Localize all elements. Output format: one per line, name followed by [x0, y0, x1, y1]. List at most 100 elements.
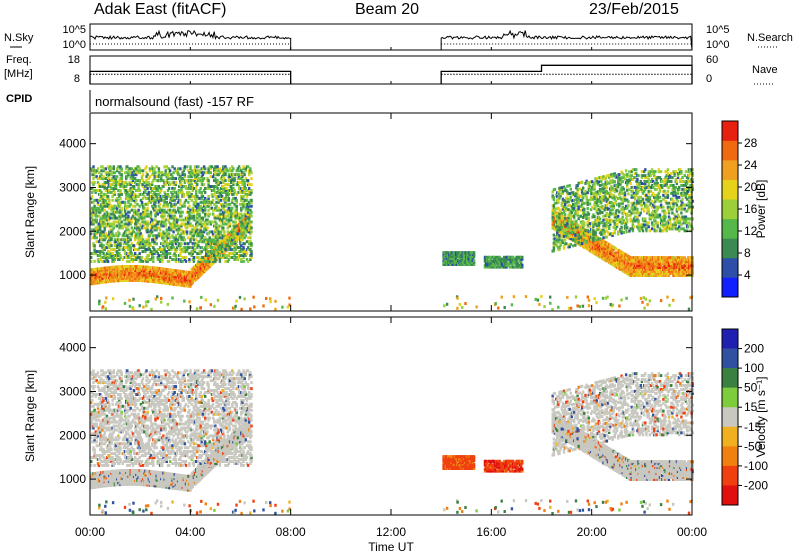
power-echo-cell	[99, 210, 102, 214]
power-echo-cell	[121, 234, 124, 238]
power-echo-cell	[249, 208, 252, 212]
power-echo-cell	[171, 244, 174, 248]
power-echo-cell	[154, 268, 157, 272]
power-echo-cell	[170, 248, 173, 252]
power-echo-cell	[153, 250, 156, 254]
power-echo-cell	[230, 216, 233, 220]
power-echo-cell	[93, 181, 96, 185]
power-echo-cell	[192, 258, 196, 261]
power-echo-cell	[103, 187, 106, 190]
power-echo-cell	[208, 252, 211, 256]
power-echo-cell	[204, 222, 207, 226]
power-echo-cell	[112, 179, 115, 183]
power-echo-cell	[222, 189, 225, 192]
power-echo-cell	[191, 173, 194, 177]
power-echo-cell	[200, 224, 203, 228]
power-echo-cell	[217, 234, 220, 238]
power-echo-cell	[224, 214, 227, 218]
power-echo-cell	[213, 238, 216, 242]
power-echo-cell	[180, 218, 183, 222]
power-echo-cell	[139, 258, 143, 261]
power-echo-cell	[222, 173, 225, 177]
power-echo-cell	[125, 226, 128, 230]
power-echo-cell	[99, 192, 102, 196]
power-echo-cell	[102, 175, 105, 179]
power-echo-cell	[672, 256, 675, 260]
power-echo-cell	[169, 252, 172, 256]
power-echo-cell	[134, 238, 137, 242]
power-echo-cell	[138, 189, 141, 192]
power-echo-cell	[152, 276, 155, 280]
power-echo-cell	[123, 234, 127, 238]
power-echo-cell	[191, 216, 194, 220]
power-echo-cell	[671, 270, 674, 273]
power-echo-cell	[189, 194, 192, 198]
power-echo-cell	[185, 282, 189, 286]
power-echo-cell	[146, 269, 149, 273]
power-echo-cell	[132, 254, 136, 257]
power-echo-cell	[220, 256, 224, 259]
power-echo-cell	[179, 167, 182, 171]
power-echo-cell	[240, 177, 243, 181]
power-echo-cell	[235, 169, 238, 173]
power-echo-cell	[214, 258, 217, 261]
power-echo-cell	[149, 214, 153, 218]
power-echo-cell	[211, 198, 215, 202]
power-echo-cell	[145, 179, 148, 183]
power-echo-cell	[153, 242, 156, 246]
power-echo-cell	[114, 185, 118, 188]
power-echo-cell	[199, 226, 202, 230]
power-echo-cell	[181, 230, 184, 234]
power-echo-cell	[90, 167, 93, 171]
power-echo-cell	[215, 226, 218, 230]
power-echo-cell	[119, 165, 122, 169]
power-echo-cell	[140, 214, 144, 218]
power-echo-cell	[114, 232, 118, 236]
power-echo-cell	[201, 167, 205, 171]
power-echo-cell	[561, 241, 565, 245]
power-echo-cell	[208, 238, 211, 242]
power-echo-cell	[187, 200, 190, 204]
power-echo-cell	[130, 181, 133, 185]
power-echo-cell	[181, 278, 184, 282]
power-echo-cell	[198, 190, 201, 194]
power-echo-cell	[146, 267, 149, 271]
power-echo-cell	[227, 254, 231, 257]
power-echo-cell	[109, 273, 112, 277]
power-echo-cell	[183, 175, 187, 179]
power-echo-cell	[232, 192, 235, 196]
power-echo-cell	[558, 234, 561, 238]
power-echo-cell	[553, 201, 557, 205]
power-echo-cell	[157, 167, 161, 171]
power-echo-cell	[214, 220, 217, 224]
power-echo-cell	[152, 206, 155, 210]
power-echo-cell	[227, 206, 231, 210]
power-echo-cell	[108, 200, 111, 204]
power-echo-cell	[242, 224, 245, 228]
power-echo-cell	[153, 208, 156, 212]
power-echo-cell	[650, 272, 654, 275]
power-echo-cell	[149, 266, 153, 270]
power-echo-cell	[152, 171, 155, 175]
power-echo-cell	[222, 222, 225, 226]
power-echo-cell	[144, 208, 147, 212]
power-echo-cell	[211, 194, 215, 198]
power-echo-cell	[190, 183, 193, 187]
power-echo-cell	[108, 238, 111, 242]
power-echo-cell	[125, 254, 128, 257]
power-echo-cell	[163, 194, 166, 198]
power-echo-cell	[230, 252, 233, 256]
power-echo-cell	[116, 246, 119, 250]
power-echo-cell	[106, 216, 110, 220]
power-echo-cell	[206, 259, 209, 263]
power-echo-cell	[155, 165, 158, 169]
power-echo-cell	[144, 190, 147, 194]
power-echo-cell	[560, 233, 563, 237]
power-echo	[90, 165, 694, 311]
power-echo-cell	[125, 232, 128, 236]
power-echo-cell	[237, 212, 241, 216]
power-echo-cell	[239, 189, 242, 192]
power-echo-cell	[235, 244, 238, 248]
power-echo-cell	[123, 240, 127, 244]
power-echo-cell	[211, 212, 215, 216]
